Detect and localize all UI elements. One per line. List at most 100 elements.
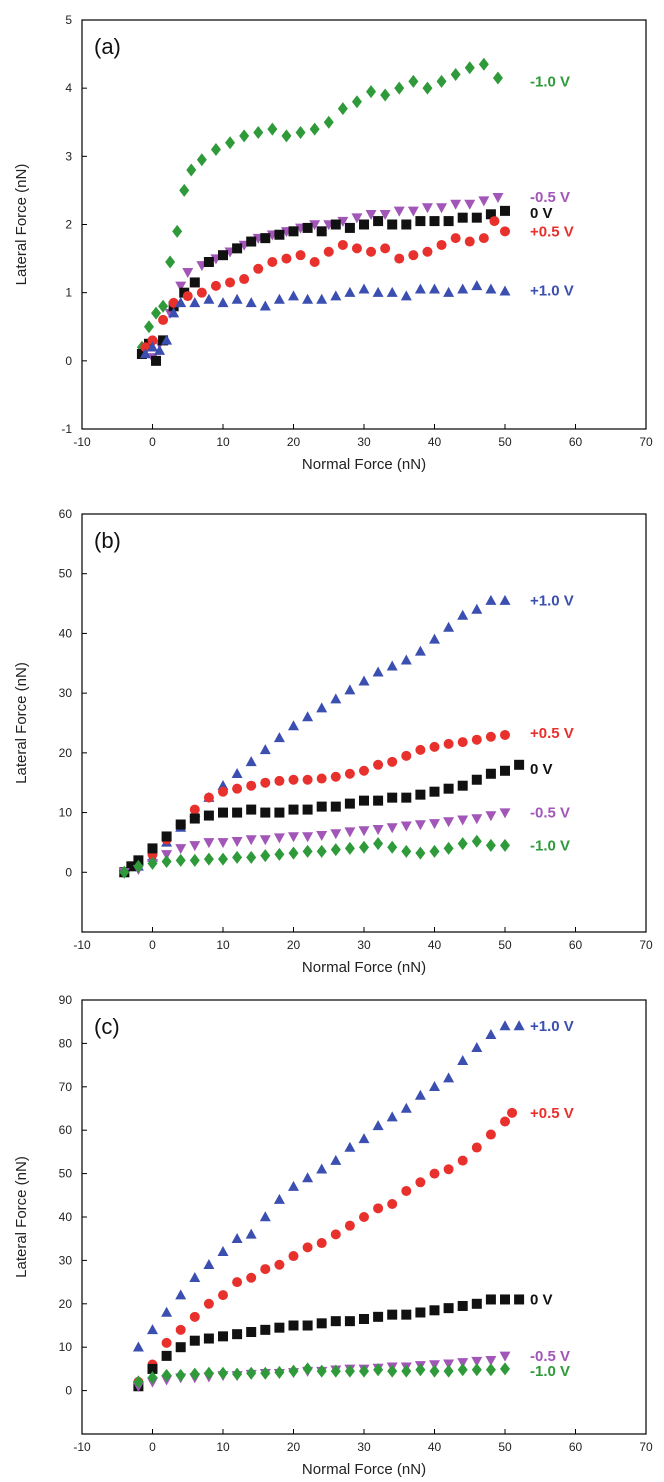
data-point xyxy=(457,837,468,851)
data-point xyxy=(485,1129,496,1140)
data-point xyxy=(380,88,391,102)
x-tick-label: 50 xyxy=(498,1440,512,1454)
data-point xyxy=(387,1364,398,1378)
data-point xyxy=(500,1294,510,1305)
data-point xyxy=(330,219,341,230)
series-label: +1.0 V xyxy=(530,283,574,300)
data-point xyxy=(210,143,221,157)
data-point xyxy=(316,1364,327,1378)
data-point xyxy=(422,246,433,257)
data-point xyxy=(500,226,510,237)
data-point xyxy=(337,102,348,116)
data-point xyxy=(485,1355,497,1366)
data-point xyxy=(140,342,151,353)
data-point xyxy=(302,832,314,843)
data-point xyxy=(147,335,158,346)
data-point xyxy=(288,832,299,843)
data-point xyxy=(337,216,349,227)
panel-label: (c) xyxy=(94,1014,120,1039)
data-point xyxy=(344,1316,355,1327)
series-label: -0.5 V xyxy=(530,189,570,206)
data-point xyxy=(401,750,412,761)
data-point xyxy=(373,837,384,851)
data-point xyxy=(245,756,257,767)
data-point xyxy=(210,280,221,291)
data-point xyxy=(443,841,454,855)
data-point xyxy=(330,843,341,857)
data-point xyxy=(429,1168,440,1179)
data-point xyxy=(401,792,412,803)
data-point xyxy=(246,850,257,864)
data-point xyxy=(189,841,201,852)
data-point xyxy=(161,1350,172,1361)
data-point xyxy=(429,741,440,752)
y-tick-label: 10 xyxy=(59,1340,73,1354)
data-point xyxy=(165,255,176,269)
data-point xyxy=(436,239,447,250)
data-point xyxy=(203,852,214,866)
data-point xyxy=(429,786,440,797)
data-point xyxy=(415,1177,426,1188)
data-point xyxy=(415,846,426,860)
y-tick-label: 0 xyxy=(65,354,72,368)
data-point xyxy=(196,287,207,298)
data-point xyxy=(429,216,440,227)
data-point xyxy=(295,125,306,139)
y-tick-label: 20 xyxy=(59,746,73,760)
data-point xyxy=(500,205,510,216)
data-point xyxy=(351,213,363,224)
data-point xyxy=(302,293,314,304)
data-point xyxy=(151,355,162,366)
data-point xyxy=(387,756,398,767)
data-point xyxy=(323,115,334,129)
data-point xyxy=(260,807,271,818)
series-label: +1.0 V xyxy=(530,593,574,610)
series--0-5-V xyxy=(133,1107,518,1387)
x-tick-label: 40 xyxy=(428,938,442,952)
data-point xyxy=(203,1333,214,1344)
data-point xyxy=(373,1311,384,1322)
data-point xyxy=(400,654,412,665)
data-point xyxy=(401,219,412,230)
data-point xyxy=(168,307,180,318)
y-tick-label: 3 xyxy=(65,149,72,163)
y-tick-label: 2 xyxy=(65,218,72,232)
data-point xyxy=(295,250,306,261)
data-point xyxy=(316,1163,328,1174)
data-point xyxy=(288,226,299,237)
data-point xyxy=(471,734,482,745)
data-point xyxy=(281,253,292,264)
x-tick-label: 40 xyxy=(428,435,442,449)
data-point xyxy=(344,1364,355,1378)
data-point xyxy=(239,274,250,285)
series--1-0-V xyxy=(118,594,511,877)
data-point xyxy=(429,1081,440,1092)
data-point xyxy=(203,1258,215,1269)
chart-panel-b: -10 0 10 20 30 40 50 60 70 0 10 20 30 40 50 60 Normal Fo… xyxy=(13,507,653,976)
data-point xyxy=(288,1320,299,1331)
data-point xyxy=(373,759,384,770)
data-point xyxy=(351,243,362,254)
data-point xyxy=(492,192,504,203)
x-tick-label: -10 xyxy=(73,1440,91,1454)
data-point xyxy=(373,795,384,806)
data-point xyxy=(429,633,440,644)
data-point xyxy=(143,320,154,334)
data-point xyxy=(175,1289,187,1300)
data-point xyxy=(274,229,285,240)
data-point xyxy=(457,212,468,223)
y-tick-label: 90 xyxy=(59,993,73,1007)
series--1-0-V xyxy=(136,57,503,354)
data-point xyxy=(443,1072,455,1083)
data-point xyxy=(443,817,455,828)
data-point xyxy=(302,1362,313,1376)
data-point xyxy=(309,220,321,231)
x-tick-label: 20 xyxy=(287,1440,301,1454)
data-point xyxy=(175,281,187,292)
data-point xyxy=(492,71,503,85)
data-point xyxy=(218,786,228,797)
data-point xyxy=(422,81,433,95)
data-point xyxy=(151,306,162,320)
data-point xyxy=(414,820,426,831)
data-point xyxy=(175,297,187,308)
